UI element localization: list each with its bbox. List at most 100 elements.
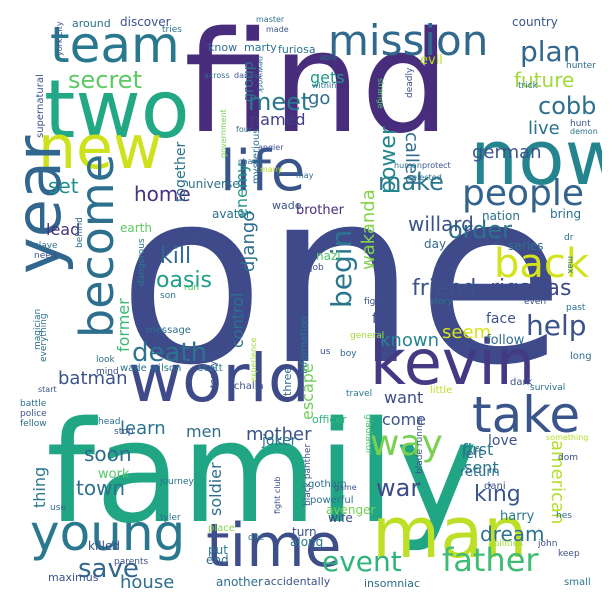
word: sent [464, 458, 499, 477]
word: dom [558, 453, 578, 463]
word: new [38, 113, 163, 183]
word: follow [486, 333, 525, 348]
word: help [526, 309, 587, 342]
word: life [220, 139, 306, 204]
word: return [460, 465, 500, 480]
word: may [296, 171, 314, 180]
word: evil [420, 53, 443, 68]
word: soon [84, 442, 132, 466]
word: strange [376, 78, 385, 109]
word: made [266, 25, 289, 34]
word: son [160, 291, 176, 301]
word: soldier [206, 462, 225, 516]
word: need [34, 251, 57, 261]
word: nation [482, 209, 520, 223]
word: nazi [316, 249, 341, 263]
word: demon [570, 127, 598, 136]
word: dream [480, 522, 545, 546]
word: max [566, 256, 575, 274]
word: control [228, 292, 247, 348]
word: king [474, 482, 521, 507]
word: turn [292, 525, 317, 539]
word: small [564, 577, 591, 588]
word: oasis [156, 268, 212, 293]
word: blade runner [415, 416, 425, 474]
word: back [494, 241, 590, 287]
word: dangerous [137, 238, 147, 286]
word: across [204, 71, 230, 80]
word: message [146, 325, 191, 336]
word: dani [484, 481, 506, 492]
word: trick [518, 81, 538, 91]
word: take [472, 386, 581, 444]
word: york city [55, 21, 64, 56]
word: one [118, 138, 565, 418]
word: doc [248, 533, 265, 543]
word: something [546, 433, 589, 442]
word: way [370, 423, 443, 464]
word: earth [120, 221, 152, 235]
word: cobb [538, 92, 597, 120]
word: people [462, 173, 585, 214]
word: behind [75, 217, 85, 248]
word: master [256, 15, 285, 24]
word: now [470, 113, 602, 202]
word: friend [412, 276, 477, 301]
word: begin [325, 229, 358, 308]
word: day [424, 237, 447, 251]
word: general [350, 331, 385, 341]
word: order [448, 216, 512, 244]
word: fight [364, 297, 385, 307]
word: save [78, 554, 139, 584]
word: thing [30, 466, 49, 508]
word: together [173, 141, 189, 202]
word: find [184, 8, 450, 165]
word: german [472, 142, 542, 163]
word: many [260, 165, 283, 174]
word: known [380, 330, 439, 351]
word: left [462, 447, 484, 462]
word: power [376, 126, 401, 194]
word: around [72, 17, 111, 30]
word: even [524, 297, 547, 307]
word: head [98, 417, 121, 427]
word: father [442, 541, 539, 579]
word: hunter [566, 61, 596, 71]
word: brother [296, 203, 344, 218]
word: man [372, 492, 528, 574]
word: working [174, 231, 206, 240]
word: put [208, 543, 228, 557]
word: game [334, 483, 357, 492]
word: batman [58, 368, 128, 389]
word: two [44, 63, 190, 156]
word: young [30, 504, 186, 562]
word: gets [310, 68, 345, 87]
word: killed [88, 539, 120, 553]
word: seem [442, 322, 492, 343]
word: wife [328, 511, 353, 525]
word: wakanda [358, 189, 379, 270]
word: police [20, 409, 47, 419]
word: hes [556, 511, 572, 521]
word: make [378, 168, 444, 196]
word: go [308, 88, 331, 109]
word: tries [162, 25, 182, 35]
word: bring [550, 207, 582, 221]
word: selected [408, 173, 442, 182]
word: joker [262, 433, 297, 449]
word: love [488, 433, 518, 449]
word: mind [96, 367, 119, 377]
word: tyler [160, 513, 181, 523]
word: lead [46, 220, 81, 239]
word: mother [246, 424, 312, 445]
word: us [320, 347, 331, 357]
word: avatar [212, 207, 251, 221]
word: face [486, 311, 516, 327]
word: future [514, 68, 575, 92]
word: supernatural [35, 74, 46, 138]
word: deadly [405, 67, 415, 98]
word: government [219, 109, 228, 158]
word: battle [20, 399, 47, 409]
word: boy [340, 349, 357, 359]
word: wade [272, 199, 302, 212]
